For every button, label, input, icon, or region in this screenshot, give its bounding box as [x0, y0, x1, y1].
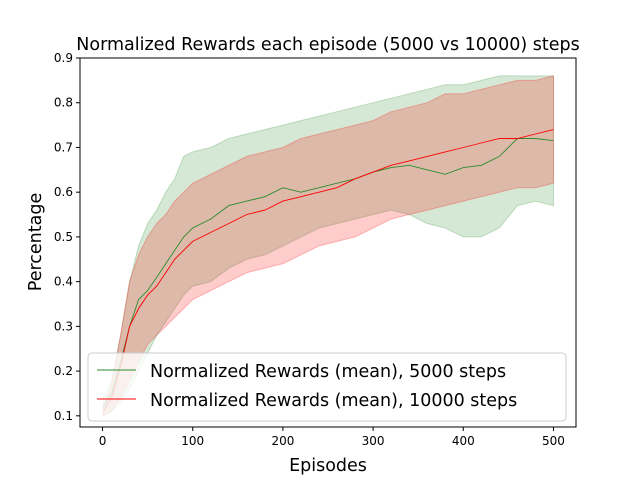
- plot-frame: [79, 57, 577, 428]
- y-axis-ticks: 0.1 0.2 0.3 0.4 0.5 0.6 0.7 0.8 0.9: [54, 51, 80, 423]
- y-axis-label: Percentage: [26, 193, 46, 291]
- legend-box: [87, 352, 567, 422]
- x-tick-label: 0: [99, 434, 107, 448]
- x-tick-label: 100: [181, 434, 204, 448]
- x-tick-label: 400: [452, 434, 475, 448]
- x-axis-ticks: 0 100 200 300 400 500: [99, 427, 565, 448]
- y-tick-label: 0.7: [54, 140, 73, 154]
- line-series-0: [103, 138, 554, 408]
- y-tick-label: 0.3: [54, 319, 73, 333]
- y-tick-label: 0.9: [54, 51, 73, 65]
- legend: Normalized Rewards (mean), 5000 steps No…: [87, 352, 567, 422]
- chart-title: Normalized Rewards each episode (5000 vs…: [76, 35, 579, 55]
- x-axis-label: Episodes: [289, 456, 367, 476]
- series-lines: [103, 129, 554, 412]
- band-series-1: [102, 75, 554, 417]
- y-tick-label: 0.2: [54, 364, 73, 378]
- band-series-0: [102, 75, 554, 417]
- y-tick-label: 0.4: [54, 275, 73, 289]
- legend-label-10000-steps: Normalized Rewards (mean), 10000 steps: [150, 391, 517, 411]
- x-tick-label: 500: [542, 434, 565, 448]
- x-tick-label: 300: [362, 434, 385, 448]
- confidence-bands: [102, 75, 554, 417]
- y-tick-label: 0.5: [54, 230, 73, 244]
- y-tick-label: 0.8: [54, 96, 73, 110]
- y-tick-label: 0.1: [54, 409, 73, 423]
- legend-label-5000-steps: Normalized Rewards (mean), 5000 steps: [150, 362, 506, 382]
- x-tick-label: 200: [271, 434, 294, 448]
- line-series-1: [103, 129, 554, 412]
- y-tick-label: 0.6: [54, 185, 73, 199]
